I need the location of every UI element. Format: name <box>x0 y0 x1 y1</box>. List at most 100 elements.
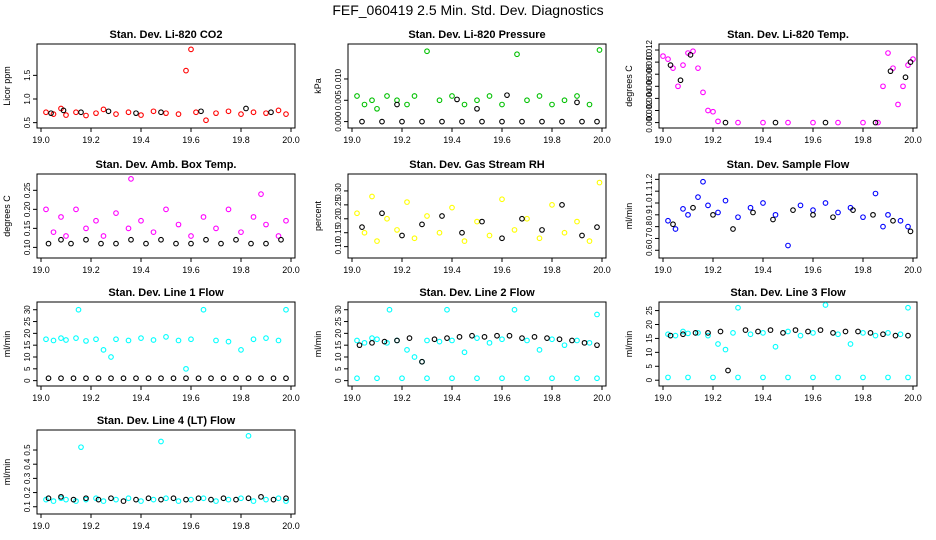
data-point <box>63 233 69 239</box>
data-point <box>559 202 565 208</box>
data-point <box>100 106 107 113</box>
y-tick-label: 0.000 <box>645 112 654 133</box>
y-tick-label: 0.25 <box>23 182 32 198</box>
data-point <box>685 330 691 337</box>
y-tick-label: 0.005 <box>334 90 343 111</box>
data-point <box>381 338 388 345</box>
y-tick-label: 30 <box>334 305 343 314</box>
data-point <box>374 336 380 343</box>
data-point <box>213 498 219 504</box>
data-point <box>594 342 600 349</box>
data-point <box>561 97 568 104</box>
data-point <box>128 176 134 182</box>
chart-panel: Stan. Dev. Line 3 Flow ml/min 19.0 19.2 19.4… <box>624 287 922 403</box>
data-point <box>158 109 164 116</box>
data-point <box>506 332 513 339</box>
data-point <box>760 119 766 126</box>
page-title: FEF_060419 2.5 Min. Std. Dev. Diagnostic… <box>332 2 604 18</box>
data-point <box>419 358 425 365</box>
data-point <box>278 236 284 243</box>
data-point <box>58 493 64 500</box>
data-point <box>715 341 721 347</box>
data-point <box>436 229 443 236</box>
data-point <box>150 337 157 343</box>
data-point <box>817 327 824 333</box>
data-point <box>188 46 194 53</box>
data-point <box>113 336 119 343</box>
data-point <box>268 109 274 116</box>
data-point <box>830 330 836 336</box>
x-tick-label: 19.6 <box>182 135 200 145</box>
data-point <box>361 339 368 346</box>
x-tick-label: 19.8 <box>232 521 250 531</box>
x-tick-label: 19.6 <box>493 265 511 275</box>
data-point <box>128 236 134 243</box>
data-point <box>384 215 390 222</box>
data-point <box>411 235 418 242</box>
x-tick-label: 19.4 <box>132 135 150 145</box>
y-tick-label: 0.4 <box>23 458 32 470</box>
data-point <box>369 97 375 104</box>
x-tick-label: 20.0 <box>904 265 922 275</box>
data-point <box>93 110 99 117</box>
data-point <box>170 375 177 382</box>
data-point <box>910 56 916 62</box>
data-point <box>354 337 360 344</box>
data-point <box>539 118 545 125</box>
data-point <box>499 235 505 242</box>
data-point <box>73 109 79 116</box>
data-point <box>233 236 239 243</box>
x-tick-label: 20.0 <box>282 265 300 275</box>
y-tick-label: 0.15 <box>23 220 32 236</box>
data-point <box>43 206 49 213</box>
data-point <box>50 229 57 236</box>
data-point <box>436 97 443 104</box>
data-point <box>369 339 375 346</box>
x-tick-label: 19.6 <box>804 135 822 145</box>
x-tick-label: 19.4 <box>443 135 461 145</box>
data-point <box>685 211 691 218</box>
data-point <box>680 328 686 335</box>
data-point <box>486 339 493 346</box>
x-tick-label: 19.2 <box>393 135 411 145</box>
x-tick-label: 20.0 <box>593 265 611 275</box>
data-point <box>359 224 365 230</box>
chart-title: Stan. Dev. Li-820 Pressure <box>408 29 545 41</box>
plot-frame <box>347 43 607 129</box>
data-point <box>275 495 282 502</box>
data-point <box>890 217 896 224</box>
chart-title: Stan. Dev. Line 3 Flow <box>730 287 846 299</box>
data-point <box>75 306 82 313</box>
data-point <box>742 327 749 333</box>
data-point <box>424 213 430 219</box>
data-point <box>524 215 530 222</box>
data-point <box>459 118 465 125</box>
data-point <box>45 375 52 382</box>
data-point <box>885 50 891 56</box>
data-point <box>359 118 365 125</box>
y-axis-label: Licor ppm <box>2 66 12 106</box>
data-point <box>188 336 194 343</box>
data-point <box>145 375 152 382</box>
chart-panel: Stan. Dev. Li-820 Temp. degrees C 19.0 19.2… <box>624 29 922 145</box>
data-point <box>203 236 209 243</box>
data-point <box>93 336 99 343</box>
plot-frame <box>36 43 296 129</box>
plot-frame <box>36 429 296 515</box>
data-point <box>379 118 385 125</box>
data-point <box>735 214 741 221</box>
data-point <box>170 495 177 502</box>
y-tick-label: 20 <box>645 320 654 329</box>
chart-panel: Stan. Dev. Li-820 Pressure kPa 19.0 19.2 19.… <box>313 29 611 145</box>
data-point <box>213 110 219 117</box>
y-tick-label: 0.10 <box>23 239 32 255</box>
data-point <box>539 227 545 233</box>
x-tick-label: 19.8 <box>854 135 872 145</box>
data-point <box>158 438 164 445</box>
data-point <box>133 496 139 503</box>
data-point <box>559 118 565 125</box>
data-point <box>113 496 119 503</box>
data-point <box>536 93 543 99</box>
x-tick-label: 19.8 <box>854 265 872 275</box>
data-point <box>586 339 593 346</box>
